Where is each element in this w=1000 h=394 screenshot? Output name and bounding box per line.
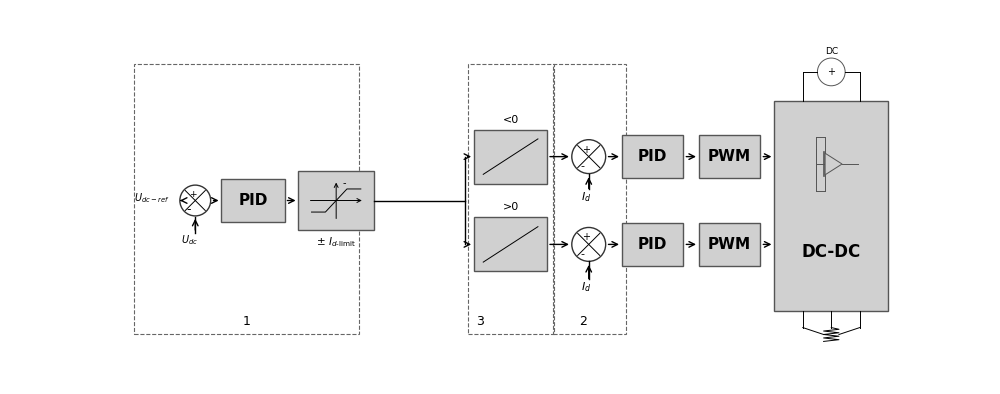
Bar bbox=[221, 179, 285, 222]
Bar bbox=[622, 223, 683, 266]
Circle shape bbox=[180, 185, 211, 216]
Circle shape bbox=[817, 58, 845, 86]
Text: 3: 3 bbox=[476, 315, 484, 328]
Bar bbox=[474, 130, 547, 184]
Text: DC: DC bbox=[825, 46, 838, 56]
Bar bbox=[134, 64, 358, 334]
Text: >0: >0 bbox=[502, 203, 519, 212]
Bar bbox=[474, 217, 547, 271]
Text: -: - bbox=[581, 161, 585, 171]
Text: $U_{dc-ref}$: $U_{dc-ref}$ bbox=[134, 191, 169, 205]
Text: -: - bbox=[581, 249, 585, 258]
Bar bbox=[468, 64, 554, 334]
Text: $U_{dc}$: $U_{dc}$ bbox=[181, 234, 198, 247]
Circle shape bbox=[572, 140, 606, 174]
Text: +: + bbox=[827, 67, 835, 77]
Text: PID: PID bbox=[238, 193, 268, 208]
Text: -: - bbox=[186, 203, 191, 216]
Text: +: + bbox=[582, 232, 590, 242]
Text: -: - bbox=[342, 178, 346, 189]
Text: $I_d$: $I_d$ bbox=[581, 190, 591, 204]
Bar bbox=[622, 135, 683, 178]
Text: DC-DC: DC-DC bbox=[802, 243, 861, 261]
Bar bbox=[298, 171, 374, 230]
Bar bbox=[774, 101, 888, 310]
Text: $\pm\ I_{d\text{-limit}}$: $\pm\ I_{d\text{-limit}}$ bbox=[316, 235, 356, 249]
Bar bbox=[553, 64, 626, 334]
Text: PWM: PWM bbox=[708, 237, 751, 252]
Text: +: + bbox=[582, 145, 590, 155]
Text: $I_d$: $I_d$ bbox=[581, 280, 591, 294]
Text: +: + bbox=[189, 190, 197, 199]
Text: PWM: PWM bbox=[708, 149, 751, 164]
Circle shape bbox=[572, 227, 606, 261]
Bar bbox=[699, 223, 760, 266]
Bar bbox=[699, 135, 760, 178]
Text: 2: 2 bbox=[579, 315, 587, 328]
Text: PID: PID bbox=[638, 237, 667, 252]
Text: PID: PID bbox=[638, 149, 667, 164]
Text: 1: 1 bbox=[243, 315, 251, 328]
Text: <0: <0 bbox=[502, 115, 519, 125]
